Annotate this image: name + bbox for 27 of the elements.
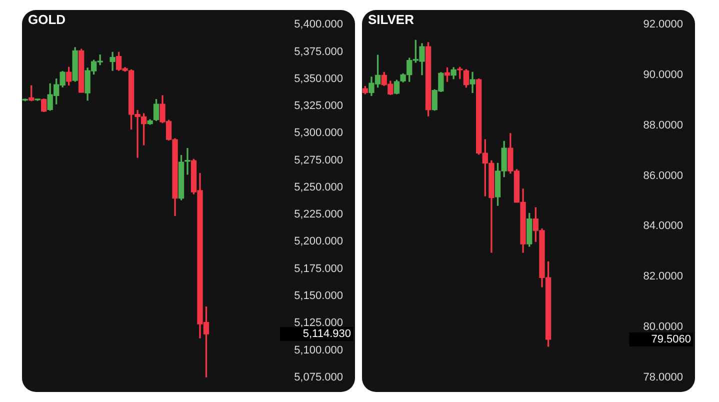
y-tick-label: 5,400.000: [294, 18, 343, 31]
y-tick-label: 5,300.000: [294, 127, 343, 140]
y-tick-label: 92.0000: [643, 18, 684, 31]
text: 5,114.930: [302, 328, 351, 340]
y-tick-label: 5,275.000: [294, 154, 343, 166]
y-tick-label: 86.0000: [643, 170, 684, 182]
y-tick-label: 5,375.000: [294, 46, 343, 58]
y-tick-label: 5,225.000: [294, 208, 343, 221]
y-tick-label: 80.0000: [643, 321, 684, 334]
y-tick-label: 5,175.000: [294, 262, 343, 275]
y-tick-label: 84.0000: [643, 220, 684, 232]
y-tick-label: 90.0000: [643, 69, 684, 82]
chart-title: SILVER: [368, 12, 414, 27]
y-tick-label: 5,250.000: [294, 181, 343, 194]
y-tick-label: 5,350.000: [294, 72, 343, 85]
y-tick-label: 5,150.000: [294, 290, 343, 302]
y-tick-label: 5,125.000: [294, 317, 343, 330]
y-tick-label: 5,100.000: [294, 344, 343, 356]
y-tick-label: 88.0000: [643, 119, 684, 132]
text: 79.5060: [651, 333, 691, 346]
candlestick: [184, 148, 190, 175]
y-tick-label: 82.0000: [643, 270, 684, 283]
y-tick-label: 78.0000: [643, 371, 684, 384]
chart-title: GOLD: [28, 12, 66, 27]
y-tick-label: 5,200.000: [294, 236, 343, 248]
y-tick-label: 5,075.000: [294, 371, 343, 384]
y-tick-label: 5,325.000: [294, 100, 343, 112]
